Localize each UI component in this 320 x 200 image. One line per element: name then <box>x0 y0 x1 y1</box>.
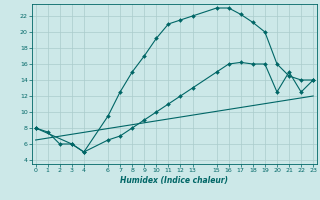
X-axis label: Humidex (Indice chaleur): Humidex (Indice chaleur) <box>120 176 228 185</box>
